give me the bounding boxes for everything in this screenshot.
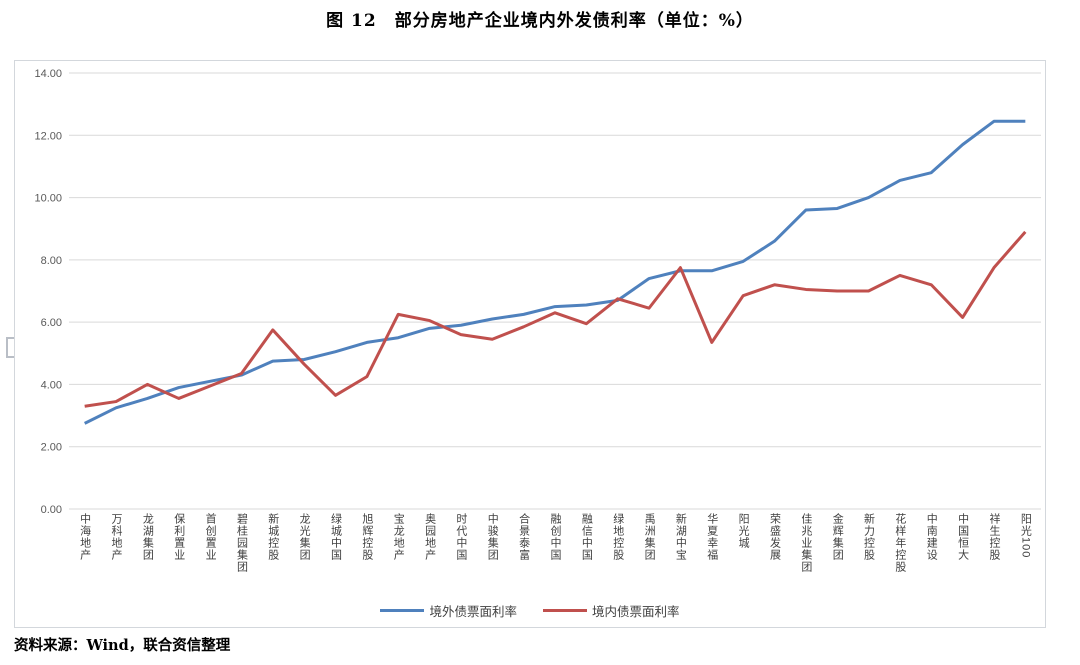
chart-area: 0.00 2.00 4.00 6.00 8.00 10.00 12.00 14.00 中海地产… bbox=[14, 60, 1046, 628]
x-axis-label: 中南建设 bbox=[925, 513, 938, 561]
x-axis-label: 首创置业 bbox=[204, 513, 217, 561]
source-note: 资料来源：Wind，联合资信整理 bbox=[14, 637, 231, 654]
x-axis-label: 新湖中宝 bbox=[674, 513, 687, 561]
x-axis-label: 佳兆业集团 bbox=[799, 513, 812, 573]
y-axis-tick-label: 10.00 bbox=[34, 193, 62, 205]
x-axis-label: 合景泰富 bbox=[517, 513, 530, 561]
x-axis-label: 阳光100 bbox=[1019, 513, 1032, 559]
x-axis-label: 旭辉控股 bbox=[360, 513, 373, 561]
legend-label: 境内债票面利率 bbox=[592, 605, 680, 619]
y-axis-tick-label: 4.00 bbox=[41, 379, 62, 391]
chart-plot: 0.00 2.00 4.00 6.00 8.00 10.00 12.00 14.00 bbox=[34, 68, 1041, 516]
x-axis-label: 中海地产 bbox=[78, 513, 91, 561]
x-axis-label: 宝龙地产 bbox=[392, 513, 405, 561]
chart-title: 图 12 部分房地产企业境内外发债利率（单位：%） bbox=[326, 11, 754, 31]
y-axis-tick-label: 6.00 bbox=[41, 317, 62, 329]
x-axis-label: 新力控股 bbox=[862, 513, 875, 561]
x-axis-label: 阳光城 bbox=[737, 513, 750, 549]
x-axis-label: 融信中国 bbox=[580, 513, 593, 561]
x-axis-label: 绿城中国 bbox=[329, 513, 342, 561]
x-axis-label: 金辉集团 bbox=[831, 513, 844, 561]
x-axis-label: 禹洲集团 bbox=[643, 513, 656, 561]
x-axis-label: 祥生控股 bbox=[987, 513, 1000, 561]
y-axis-tick-label: 14.00 bbox=[34, 68, 62, 80]
legend-item-1: 境内债票面利率 bbox=[543, 601, 680, 620]
x-axis-label: 龙湖集团 bbox=[141, 513, 154, 561]
legend-label: 境外债票面利率 bbox=[429, 605, 517, 619]
legend-line-swatch-icon bbox=[380, 609, 425, 612]
legend-item-0: 境外债票面利率 bbox=[380, 601, 517, 620]
y-axis-tick-label: 2.00 bbox=[41, 442, 62, 454]
legend-line-swatch-icon bbox=[543, 609, 587, 612]
series-line-1 bbox=[84, 230, 1027, 408]
x-axis-label: 保利置业 bbox=[172, 513, 185, 561]
x-axis-label: 龙光集团 bbox=[298, 513, 311, 561]
x-axis-label: 中国恒大 bbox=[956, 513, 969, 561]
x-axis-label: 绿地控股 bbox=[611, 513, 624, 561]
y-axis-tick-label: 12.00 bbox=[34, 130, 62, 142]
y-axis-tick-label: 0.00 bbox=[41, 504, 62, 516]
x-axis-label: 万科地产 bbox=[110, 513, 123, 561]
y-axis-tick-label: 8.00 bbox=[41, 255, 62, 267]
series-line-0 bbox=[84, 119, 1026, 425]
x-axis-label: 碧桂园集团 bbox=[235, 513, 248, 573]
x-axis-label: 中骏集团 bbox=[486, 513, 499, 561]
x-axis-label: 时代中国 bbox=[454, 513, 467, 561]
x-axis-label: 奥园地产 bbox=[423, 513, 436, 561]
x-axis-label: 华夏幸福 bbox=[705, 513, 718, 561]
x-axis-label: 花样年控股 bbox=[893, 513, 906, 573]
x-axis-label: 新城控股 bbox=[266, 513, 279, 561]
x-axis-label: 融创中国 bbox=[549, 513, 561, 561]
selection-handle-left-icon bbox=[6, 337, 14, 358]
chart-legend: 境外债票面利率 境内债票面利率 bbox=[15, 601, 1045, 620]
x-axis-label: 荣盛发展 bbox=[768, 513, 781, 561]
